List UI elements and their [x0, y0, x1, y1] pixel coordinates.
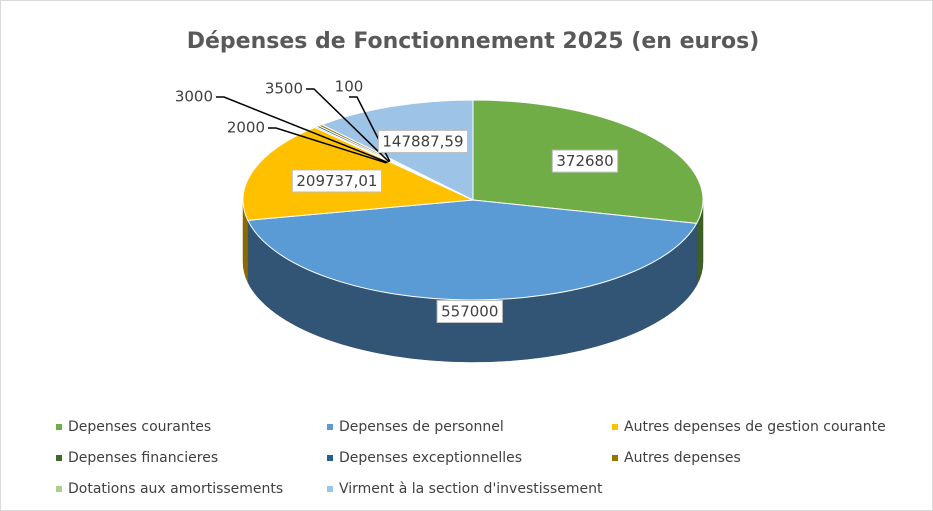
legend-swatch: [612, 455, 618, 461]
data-label: 100: [335, 78, 364, 96]
data-label: 3000: [175, 88, 213, 106]
leader-line: [268, 127, 387, 164]
legend-label: Autres depenses de gestion courante: [624, 419, 886, 435]
data-label: 209737,01: [296, 172, 377, 190]
legend-swatch: [612, 424, 618, 430]
legend-swatch: [327, 424, 333, 430]
leader-line: [306, 88, 390, 163]
legend-label: Dotations aux amortissements: [68, 481, 283, 497]
data-label: 3500: [265, 80, 303, 98]
data-label-group: 557000: [436, 299, 503, 323]
pie-slice: [247, 199, 698, 301]
data-label: 2000: [227, 119, 265, 137]
legend-label: Depenses exceptionnelles: [339, 450, 522, 466]
legend-swatch: [56, 455, 62, 461]
data-label-box: [377, 129, 469, 153]
leader-line: [216, 96, 388, 164]
data-label: 147887,59: [382, 132, 463, 150]
data-label-box: [551, 149, 619, 173]
data-label: 557000: [441, 302, 498, 320]
data-label-box: [291, 169, 382, 193]
legend-label: Depenses courantes: [68, 419, 211, 435]
legend-label: Depenses financieres: [68, 450, 218, 466]
legend-swatch: [56, 424, 62, 430]
data-label-group: 209737,01: [291, 169, 382, 193]
data-label-group: 147887,59: [377, 129, 469, 153]
chart-title: Dépenses de Fonctionnement 2025 (en euro…: [187, 29, 760, 54]
legend-swatch: [56, 486, 62, 492]
legend-label: Virment à la section d'investissement: [339, 481, 603, 497]
data-label-group: 372680: [551, 149, 619, 173]
data-label: 372680: [556, 152, 613, 170]
legend-label: Autres depenses: [624, 450, 741, 466]
data-label-box: [436, 299, 503, 323]
legend-swatch: [327, 486, 333, 492]
legend-swatch: [327, 455, 333, 461]
legend-label: Depenses de personnel: [339, 419, 504, 435]
